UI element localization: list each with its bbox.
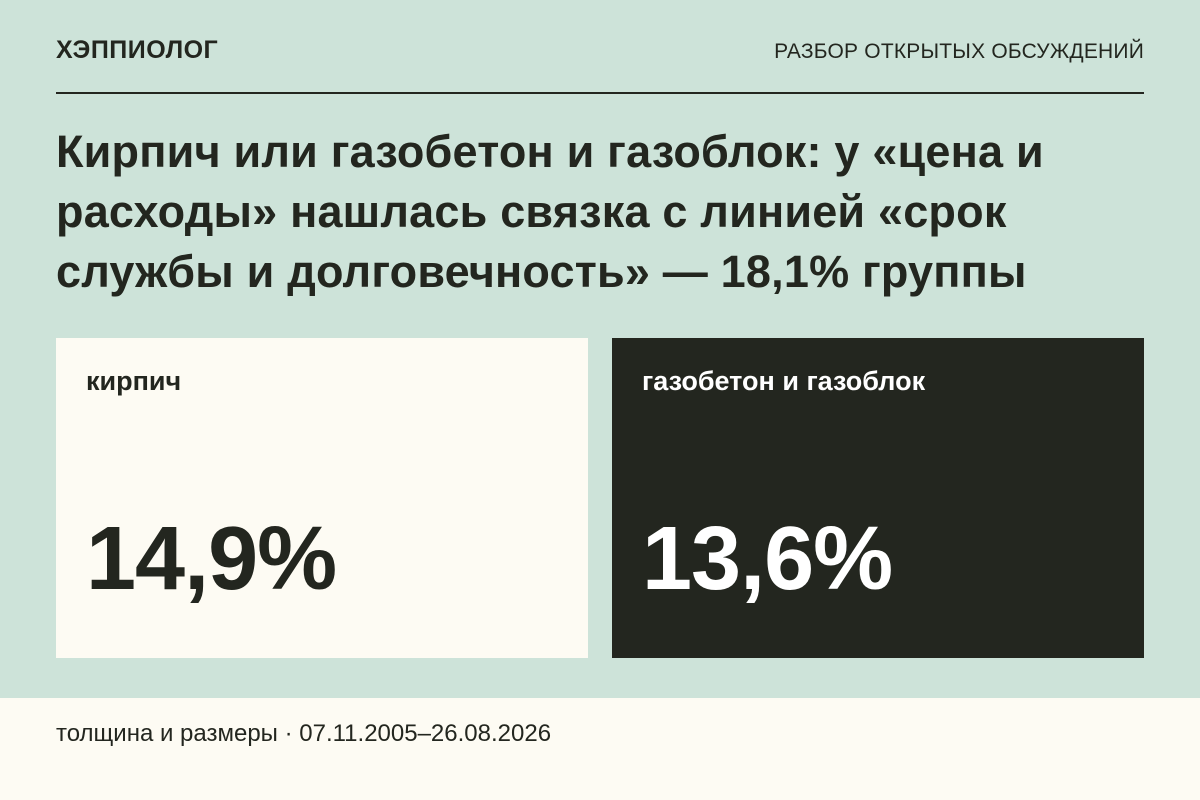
stat-card-aerated-concrete: газобетон и газоблок 13,6% xyxy=(612,338,1144,658)
stat-card-value: 13,6% xyxy=(642,509,893,609)
stat-card-label: кирпич xyxy=(86,366,182,396)
stat-card-value: 14,9% xyxy=(86,509,337,609)
footer: толщина и размеры · 07.11.2005–26.08.202… xyxy=(0,698,1200,800)
footer-caption: толщина и размеры · 07.11.2005–26.08.202… xyxy=(56,720,552,747)
stat-card-label: газобетон и газоблок xyxy=(642,366,926,396)
brand-name: ХЭППИОЛОГ xyxy=(56,36,219,64)
stat-card-brick: кирпич 14,9% xyxy=(56,338,588,658)
headline: Кирпич или газобетон и газоблок: у «цена… xyxy=(56,126,1044,297)
header: ХЭППИОЛОГ РАЗБОР ОТКРЫТЫХ ОБСУЖДЕНИЙ xyxy=(56,34,1144,94)
section-label: РАЗБОР ОТКРЫТЫХ ОБСУЖДЕНИЙ xyxy=(774,40,1144,63)
